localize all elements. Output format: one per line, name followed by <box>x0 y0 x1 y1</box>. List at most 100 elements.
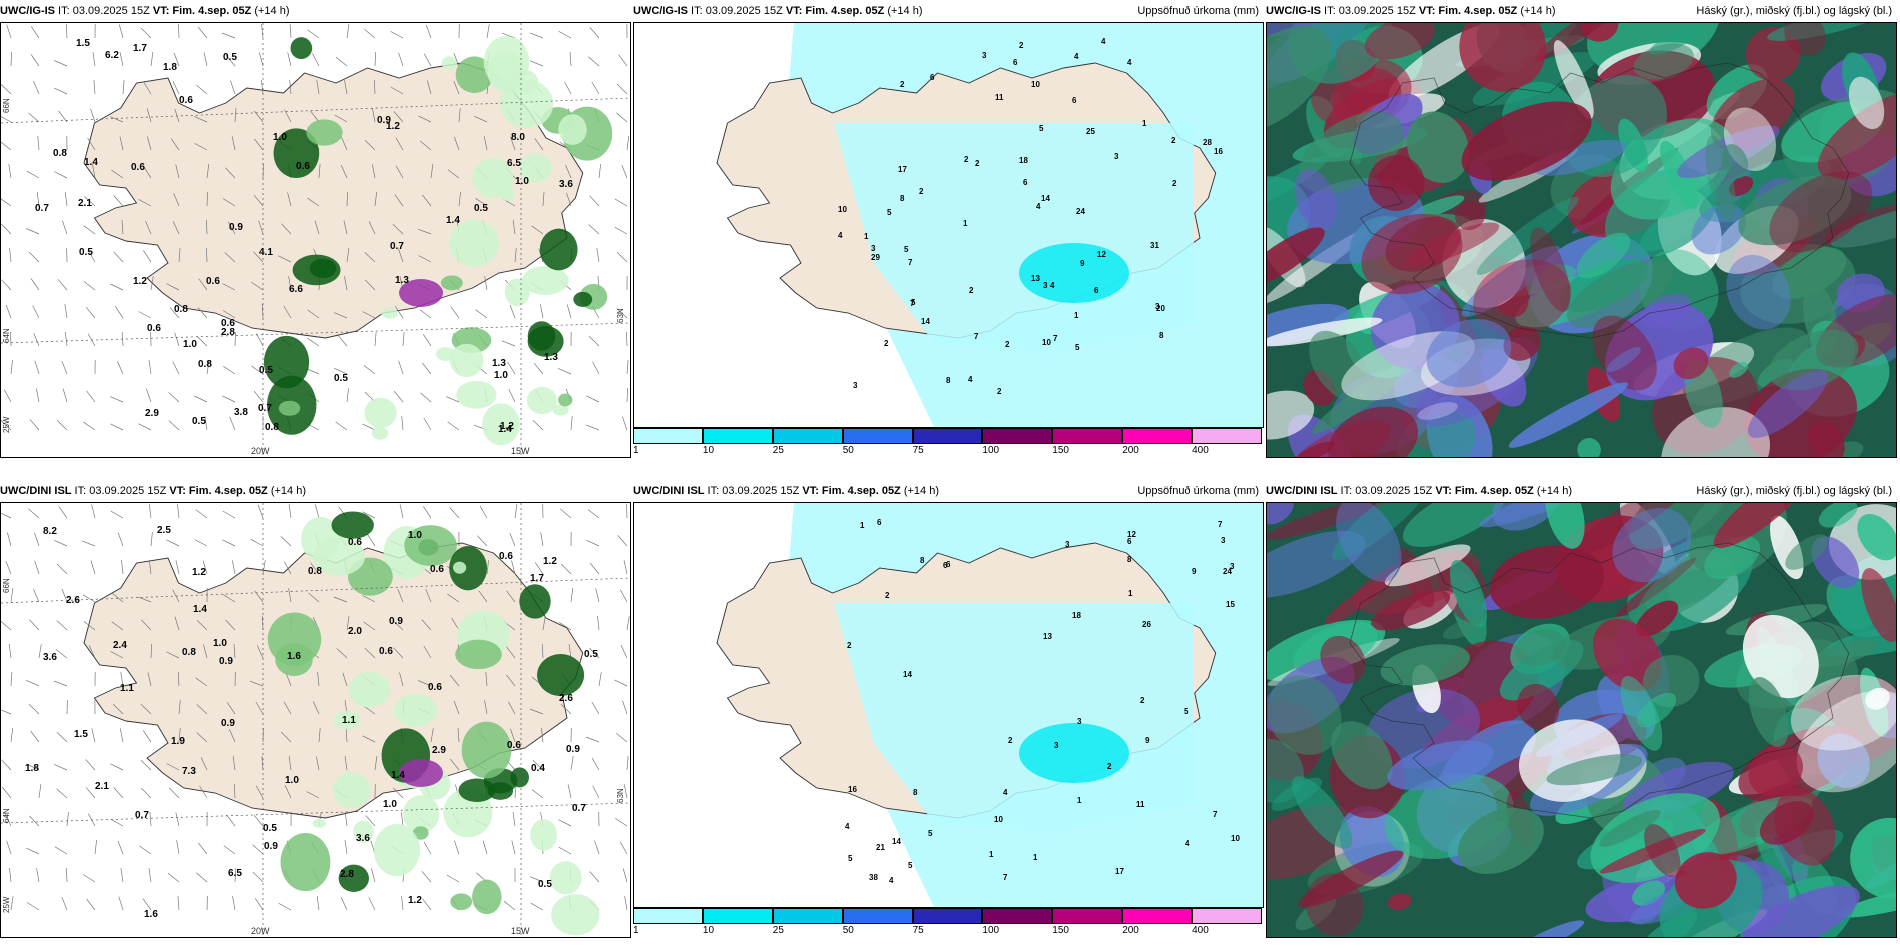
colorbar-tick: 150 <box>1052 445 1069 456</box>
value-label: 12 <box>1097 250 1106 259</box>
lead-time: (+14 h) <box>267 485 306 497</box>
value-label: 2.9 <box>145 408 159 419</box>
value-label: 9 <box>1080 259 1085 268</box>
model-name: UWC/IG-IS <box>1266 5 1321 17</box>
value-label: 0.9 <box>264 841 278 852</box>
valid-time: VT: Fim. 4.sep. 05Z <box>169 485 268 497</box>
value-label: 16 <box>1214 147 1223 156</box>
value-label: 1.4 <box>84 157 98 168</box>
value-label: 0.5 <box>584 649 598 660</box>
value-label: 6.2 <box>105 50 119 61</box>
lead-time: (+14 h) <box>1517 5 1556 17</box>
value-label: 8 <box>913 788 918 797</box>
lead-time: (+14 h) <box>251 5 290 17</box>
lat-label: 66N <box>2 98 11 113</box>
value-label: 9 <box>1145 736 1150 745</box>
colorbar-swatch <box>1122 428 1193 444</box>
value-label: 24 <box>1076 207 1085 216</box>
value-label: 7 <box>1003 873 1008 882</box>
value-label: 24 <box>1223 567 1232 576</box>
colorbar-swatch <box>842 428 913 444</box>
colorbar-swatch <box>1052 908 1123 924</box>
colorbar-swatch <box>772 428 843 444</box>
value-label: 2.8 <box>340 869 354 880</box>
value-label: 3 <box>1043 281 1048 290</box>
lat-label: 63N <box>616 788 625 803</box>
value-label: 4 <box>968 375 973 384</box>
value-label: 6 <box>1094 286 1099 295</box>
panel-header: UWC/DINI ISL IT: 03.09.2025 15Z VT: Fim.… <box>633 480 1263 502</box>
value-label: 6 <box>877 518 882 527</box>
value-label: 2.8 <box>221 327 235 338</box>
value-label: 1.8 <box>163 62 177 73</box>
value-label: 13 <box>1031 274 1040 283</box>
value-label: 4.1 <box>259 247 273 258</box>
value-label: 1.0 <box>183 339 197 350</box>
value-label: 4 <box>1101 37 1106 46</box>
value-label: 5 <box>928 829 933 838</box>
value-label: 2 <box>900 80 905 89</box>
value-label: 6 <box>946 560 951 569</box>
value-label: 0.5 <box>263 823 277 834</box>
value-label: 2 <box>997 387 1002 396</box>
map-canvas: 3561234524786543127961517262414111213101… <box>634 503 1263 907</box>
value-label: 2 <box>1140 696 1145 705</box>
value-label: 2 <box>969 286 974 295</box>
map-panel-5: UWC/DINI ISL IT: 03.09.2025 15Z VT: Fim.… <box>633 480 1264 940</box>
init-time: IT: 03.09.2025 15Z <box>704 485 803 497</box>
value-label: 0.8 <box>53 148 67 159</box>
value-label: 10 <box>838 205 847 214</box>
colorbar-swatch <box>912 428 983 444</box>
colorbar-swatch <box>1192 428 1262 444</box>
value-label: 6 <box>1127 537 1132 546</box>
value-label: 6.5 <box>507 158 521 169</box>
value-label: 4 <box>1036 202 1041 211</box>
value-label: 4 <box>1003 788 1008 797</box>
colorbar-tick: 25 <box>772 925 784 936</box>
value-label: 4 <box>1127 58 1132 67</box>
value-label: 12 <box>1127 530 1136 539</box>
value-label: 5 <box>1184 707 1189 716</box>
value-label: 3 <box>1155 302 1160 311</box>
value-label: 1.7 <box>530 573 544 584</box>
value-label: 3 <box>1221 536 1226 545</box>
map-panel-6: UWC/DINI ISL IT: 03.09.2025 15Z VT: Fim.… <box>1266 480 1897 940</box>
value-label: 0.6 <box>430 564 444 575</box>
colorbar-tick: 200 <box>1122 445 1139 456</box>
value-label: 2 <box>1172 179 1177 188</box>
value-label: 0.9 <box>389 616 403 627</box>
value-label: 8 <box>920 556 925 565</box>
value-label: 1.4 <box>446 215 460 226</box>
value-label: 6 <box>930 73 935 82</box>
value-label: 2 <box>1171 136 1176 145</box>
colorbar-tick: 75 <box>912 925 924 936</box>
value-label: 0.8 <box>265 422 279 433</box>
colorbar-swatch <box>1052 428 1123 444</box>
value-label: 0.5 <box>223 52 237 63</box>
value-label: 17 <box>1115 867 1124 876</box>
lat-label: 63N <box>616 308 625 323</box>
value-label: 2.1 <box>78 198 92 209</box>
value-label: 5 <box>1075 343 1080 352</box>
value-label: 1.5 <box>76 38 90 49</box>
map-area <box>1266 502 1897 938</box>
value-label: 11 <box>1136 800 1145 809</box>
value-label: 2 <box>1008 736 1013 745</box>
colorbar-tick: 100 <box>982 445 1000 456</box>
panel-title: Uppsöfnuð úrkoma (mm) <box>1137 5 1259 17</box>
map-canvas: 2461327523126423810745611146734512171471… <box>634 23 1263 427</box>
value-label: 0.6 <box>428 682 442 693</box>
value-label: 10 <box>994 815 1003 824</box>
panel-header: UWC/IG-IS IT: 03.09.2025 15Z VT: Fim. 4.… <box>633 0 1263 22</box>
value-label: 10 <box>1031 80 1040 89</box>
value-label: 0.9 <box>229 222 243 233</box>
value-label: 2.0 <box>348 626 362 637</box>
colorbar-tick: 50 <box>842 925 854 936</box>
value-label: 2 <box>884 339 889 348</box>
value-label: 3.6 <box>356 833 370 844</box>
model-name: UWC/DINI ISL <box>633 485 705 497</box>
value-label: 1.0 <box>408 530 422 541</box>
panel-title: Háský (gr.), miðský (fj.bl.) og lágský (… <box>1696 5 1892 17</box>
value-label: 0.9 <box>221 718 235 729</box>
value-label: 5 <box>908 861 913 870</box>
